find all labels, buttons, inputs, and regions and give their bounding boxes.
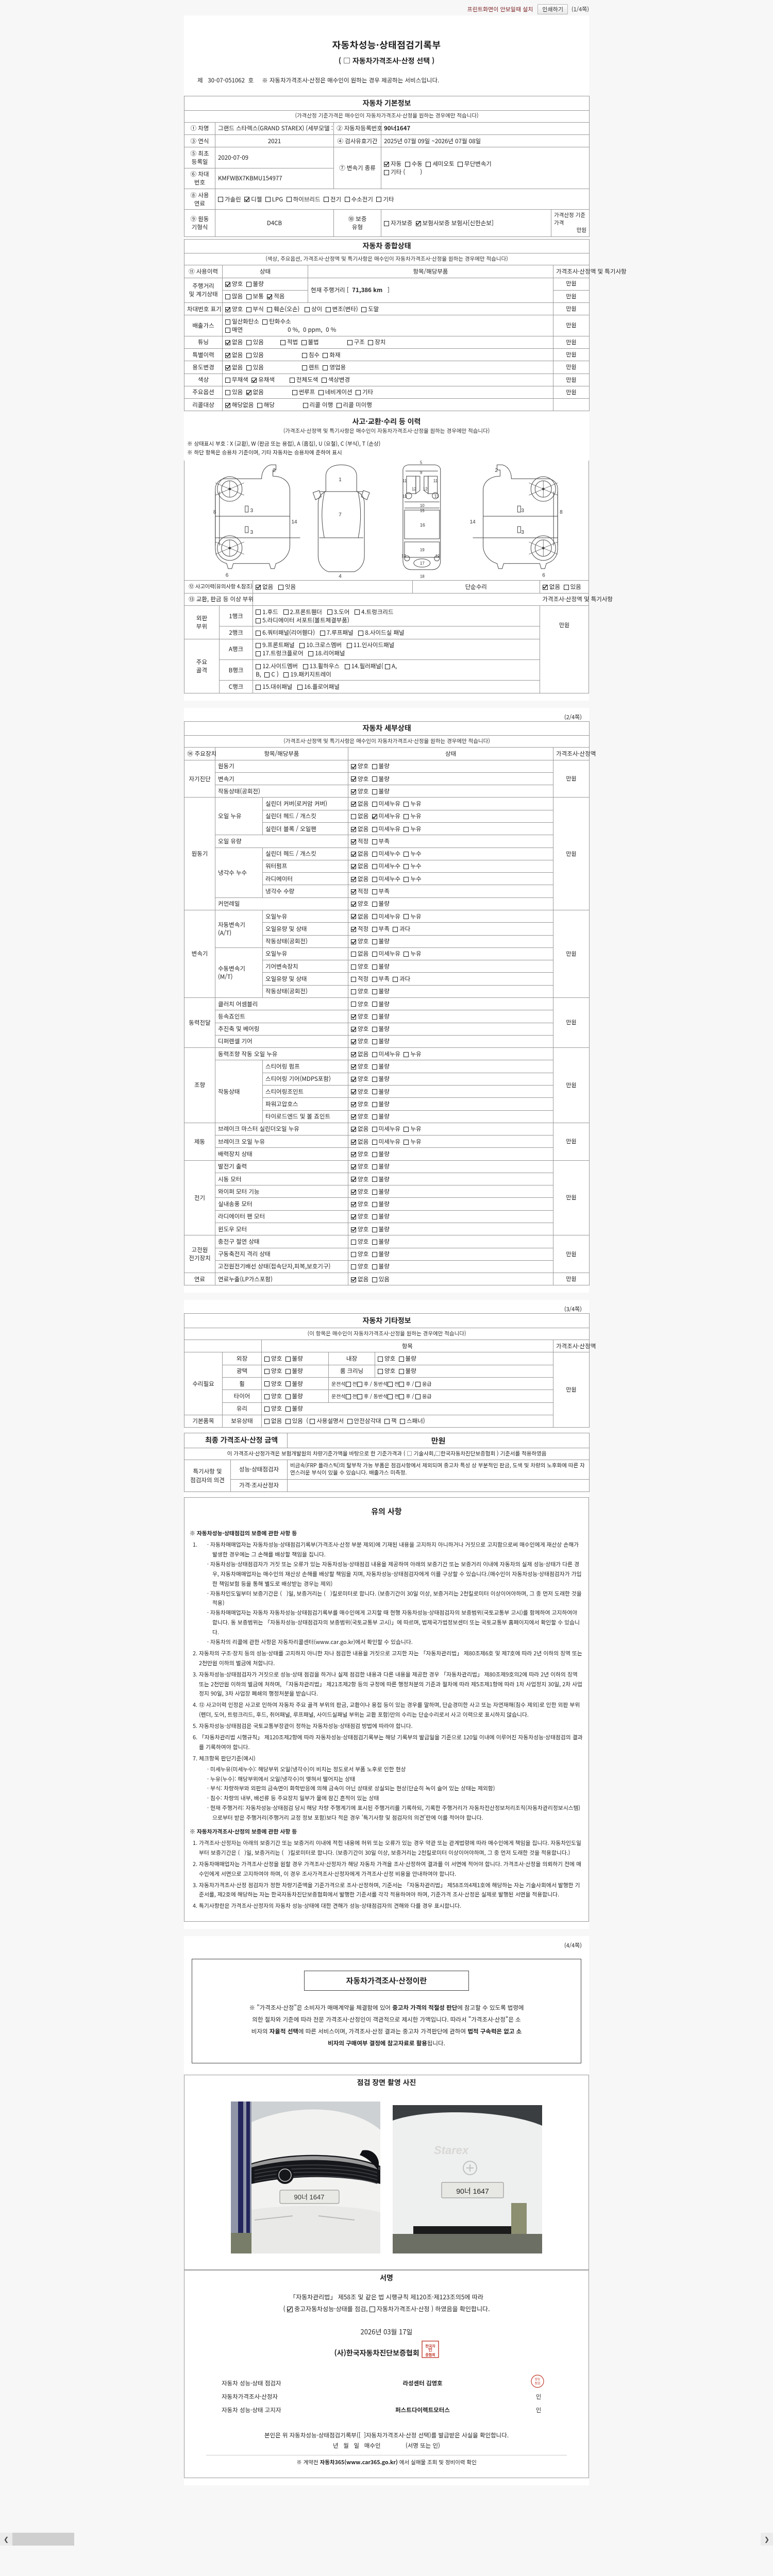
svg-text:3: 3 (521, 530, 524, 535)
svg-text:3: 3 (250, 530, 254, 535)
svg-text:5: 5 (420, 461, 423, 465)
svg-text:17: 17 (420, 561, 425, 566)
svg-text:18: 18 (420, 574, 425, 579)
svg-text:90너 1647: 90너 1647 (294, 2193, 324, 2201)
svg-text:15: 15 (420, 509, 425, 513)
svg-text:7: 7 (339, 512, 342, 518)
svg-text:12: 12 (423, 487, 428, 492)
svg-text:8: 8 (213, 510, 216, 515)
svg-text:3: 3 (250, 508, 254, 514)
svg-text:90너 1647: 90너 1647 (456, 2187, 489, 2195)
svg-text:14: 14 (291, 519, 297, 525)
svg-text:13: 13 (434, 495, 439, 499)
svg-text:인: 인 (428, 2346, 432, 2353)
svg-text:4: 4 (339, 574, 342, 580)
svg-text:12: 12 (412, 487, 416, 492)
svg-text:6: 6 (226, 573, 229, 579)
svg-text:16: 16 (420, 522, 425, 528)
svg-text:11: 11 (402, 479, 407, 484)
svg-text:19: 19 (420, 548, 425, 552)
svg-text:1: 1 (339, 478, 342, 483)
svg-text:6: 6 (542, 573, 545, 579)
svg-text:3: 3 (521, 508, 524, 514)
svg-text:8: 8 (560, 510, 563, 515)
svg-text:10: 10 (420, 504, 425, 509)
svg-text:11: 11 (433, 479, 438, 484)
svg-text:12: 12 (435, 554, 440, 558)
svg-text:Starex: Starex (434, 2144, 469, 2157)
svg-text:2: 2 (495, 468, 498, 474)
svg-text:증협회: 증협회 (425, 2352, 435, 2357)
svg-text:9: 9 (420, 471, 423, 476)
svg-text:2: 2 (273, 468, 276, 474)
svg-text:13: 13 (402, 495, 407, 499)
svg-text:점검: 점검 (534, 2382, 540, 2385)
svg-text:성능: 성능 (534, 2377, 541, 2381)
svg-text:12: 12 (401, 554, 406, 558)
svg-text:14: 14 (470, 519, 476, 525)
